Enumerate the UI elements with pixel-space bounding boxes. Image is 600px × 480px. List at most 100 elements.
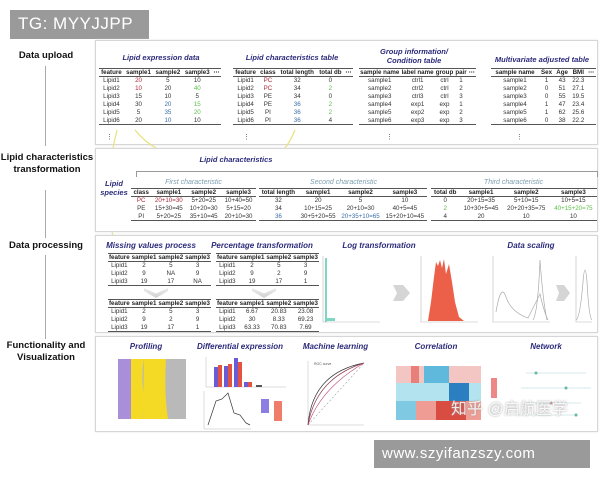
table-cell: Lipid1 bbox=[219, 308, 236, 316]
table-cell: Lipid3 bbox=[108, 323, 131, 332]
table-cell: ctrl bbox=[440, 77, 449, 85]
table-cell: Lipid2 bbox=[103, 85, 120, 92]
table-cell: 7.69 bbox=[292, 323, 319, 332]
column-header: feature bbox=[99, 68, 124, 77]
table: total db sample1 sample2 sample3 0 20+15=35 5+… bbox=[431, 188, 597, 221]
table-row: sample4 exp1 exp 1 bbox=[359, 101, 476, 109]
table-cell: 10+15=25 bbox=[304, 205, 332, 212]
table-row: Lipid3 63.33 70.83 7.69 bbox=[216, 323, 319, 332]
table-cell bbox=[586, 116, 596, 125]
processing-panel: Missing values process feature sample1 sam… bbox=[95, 235, 598, 333]
table-cell: 3 bbox=[195, 262, 200, 270]
table-cell bbox=[586, 85, 596, 93]
table-cell: 1 bbox=[459, 77, 463, 85]
table-row: sample2 ctrl2 ctrl 2 bbox=[359, 85, 476, 93]
table-cell: Lipid1 bbox=[219, 262, 236, 270]
table-cell: ctrl bbox=[440, 85, 449, 92]
table-cell: 19 bbox=[130, 277, 158, 286]
watermark-zhihu: 知乎 @启航医学 bbox=[451, 401, 568, 418]
table-cell: exp3 bbox=[400, 116, 435, 125]
table-cell: PE bbox=[263, 93, 272, 100]
table-cell: Lipid6 bbox=[99, 116, 124, 125]
table-cell: Lipid3 bbox=[108, 277, 131, 286]
table: feature sample1 sample2 sample3 ⋯ Lipid1 20 5 10… bbox=[99, 68, 221, 125]
table-cell: 62 bbox=[558, 109, 566, 116]
table-cell: Lipid5 bbox=[103, 109, 120, 116]
table-cell: 3 bbox=[303, 262, 308, 270]
multivariate-title: Multivariate adjusted table bbox=[494, 55, 590, 64]
table-cell bbox=[212, 77, 221, 85]
missing-after-table: feature sample1 sample2 sample3 Lipid1 2 5 3 Lip… bbox=[108, 299, 211, 332]
table-cell: 15 bbox=[135, 93, 142, 100]
table-cell: sample5 bbox=[503, 109, 527, 116]
table-row: Lipid4 30 20 15 bbox=[99, 101, 221, 109]
table-cell: NA bbox=[166, 270, 176, 277]
table-cell: 5 bbox=[277, 262, 281, 270]
table-cell bbox=[212, 109, 221, 117]
network-graph bbox=[516, 371, 591, 417]
table-cell bbox=[343, 116, 353, 125]
table: feature sample1 sample2 sample3 Lipid1 2 5 3 Lip… bbox=[108, 299, 211, 332]
table-cell: PC bbox=[263, 85, 273, 92]
table-cell: 4 bbox=[431, 212, 460, 221]
column-header: sample1 bbox=[130, 253, 158, 262]
column-header: total db bbox=[316, 68, 344, 77]
table-row: sample5 exp2 exp 2 bbox=[359, 109, 476, 117]
column-header: sample3 bbox=[184, 299, 211, 308]
column-header: sample1 bbox=[297, 188, 339, 197]
table-cell: 10+20=30 bbox=[189, 205, 218, 212]
table-cell: sample5 bbox=[368, 109, 392, 116]
table-cell: 17 bbox=[265, 277, 293, 286]
table-cell: sample3 bbox=[368, 93, 392, 100]
column-header: feature bbox=[108, 253, 131, 262]
table-row: sample2 0 51 27.1 bbox=[491, 85, 596, 93]
raw-histogram bbox=[322, 256, 380, 323]
multivariate-table: sample name Sex Age BMI ⋯ sample1 1 43 22.3 sampl… bbox=[491, 68, 596, 125]
table-cell: Lipid1 bbox=[237, 77, 254, 85]
bracket bbox=[136, 171, 598, 177]
table: feature sample1 sample2 sample3 Lipid1 2 5 3 Lip… bbox=[216, 253, 319, 286]
table-cell: exp bbox=[434, 116, 455, 125]
table-row: 32 20 5 10 bbox=[259, 197, 427, 205]
column-header: sample3 bbox=[292, 253, 319, 262]
table-cell: 43 bbox=[558, 77, 566, 85]
percentage-after-table: feature sample1 sample2 sample3 Lipid1 6.67 20… bbox=[216, 299, 319, 332]
table-cell: Lipid3 bbox=[216, 277, 239, 286]
ellipsis: ⋮ bbox=[516, 134, 523, 141]
table-row: Lipid3 19 17 1 bbox=[216, 277, 319, 286]
table-cell: 20+15=35 bbox=[467, 197, 495, 205]
table-cell: Lipid5 bbox=[237, 109, 254, 116]
watermark-bottom: www.szyifanzszy.com bbox=[374, 440, 590, 468]
table-cell: 63.33 bbox=[238, 323, 266, 332]
correlation-heatmap bbox=[396, 366, 497, 420]
table-cell: Lipid4 bbox=[103, 101, 120, 108]
table-cell: 0 bbox=[538, 116, 555, 125]
table-row: Lipid1 2 5 3 bbox=[216, 262, 319, 270]
table-cell bbox=[467, 116, 476, 125]
table-cell bbox=[586, 77, 596, 85]
table-cell: 55 bbox=[558, 93, 566, 100]
table-cell: 2 bbox=[142, 308, 146, 316]
table-cell: 0 bbox=[328, 93, 333, 100]
table-cell: 30 bbox=[135, 101, 142, 108]
column-header: sample3 bbox=[292, 299, 319, 308]
table-cell: 9 bbox=[250, 270, 254, 277]
table-cell: 20 bbox=[459, 212, 503, 221]
table-cell: 3 bbox=[195, 308, 200, 316]
table-row: Lipid5 5 35 20 bbox=[99, 109, 221, 117]
table-cell: 2 bbox=[459, 85, 463, 92]
table-cell bbox=[344, 109, 353, 117]
watermark-top: TG: MYYJJPP bbox=[10, 10, 149, 39]
table: sample name label name group pair ⋯ sample1 ct… bbox=[359, 68, 476, 125]
third-characteristic-table: total db sample1 sample2 sample3 0 20+15=35 5+… bbox=[431, 188, 597, 221]
table-cell: Lipid2 bbox=[219, 316, 236, 323]
table-cell: 20 bbox=[193, 109, 201, 116]
percentage-title: Percentage transformation bbox=[211, 241, 313, 250]
table-cell: 10 bbox=[182, 116, 212, 125]
table-row: Lipid2 9 2 9 bbox=[108, 316, 211, 324]
table-cell: ctrl bbox=[440, 93, 449, 100]
column-header: sample3 bbox=[184, 253, 211, 262]
column-header: pair bbox=[454, 68, 468, 77]
column-header: total length bbox=[277, 68, 317, 77]
group-table: sample name label name group pair ⋯ sample1 ct… bbox=[359, 68, 476, 125]
